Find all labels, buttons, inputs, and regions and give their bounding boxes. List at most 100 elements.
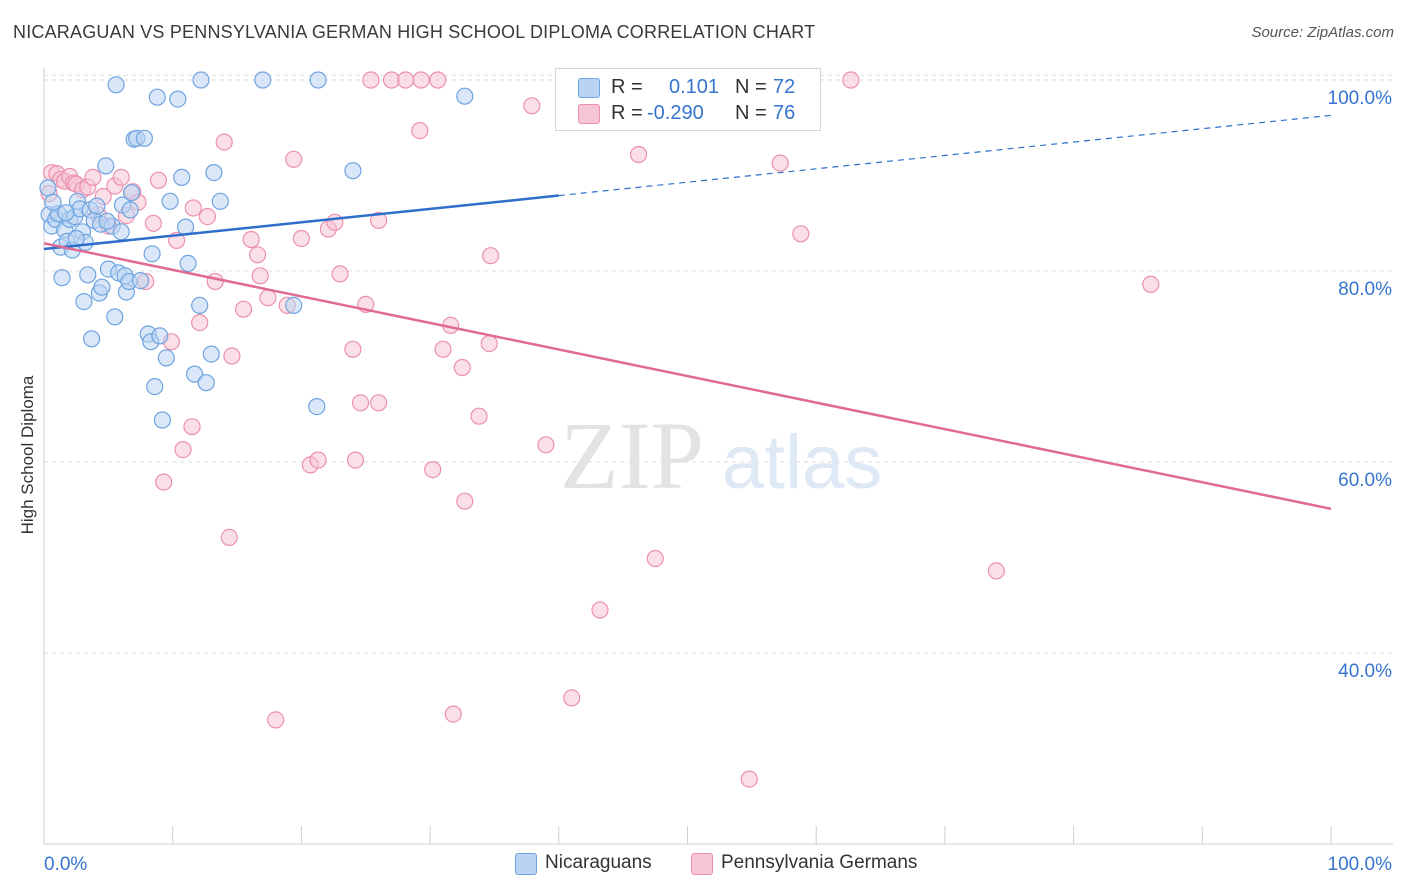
pennsylvania-germans-point xyxy=(424,461,442,479)
pennsylvania-germans-point xyxy=(346,451,365,469)
nicaraguans-point xyxy=(308,398,326,416)
pennsylvania-germans-point xyxy=(646,549,664,568)
nicaraguans-point xyxy=(146,378,164,396)
pennsylvania-germans-point xyxy=(331,265,349,283)
nicaraguans-point xyxy=(151,327,169,345)
pennsylvania-germans-point xyxy=(234,300,253,318)
pennsylvania-germans-point xyxy=(842,71,860,89)
nicaraguans-point xyxy=(44,193,62,211)
pennsylvania-germans-point xyxy=(482,247,500,265)
nicaraguans-trend-line xyxy=(43,194,559,251)
pennsylvania-germans-point xyxy=(362,71,380,89)
pennsylvania-germans-point xyxy=(470,407,488,425)
y-tick-label-80: 80.0% xyxy=(1338,279,1392,300)
pennsylvania-germans-point xyxy=(259,289,277,307)
pennsylvania-germans-point xyxy=(563,689,581,707)
pennsylvania-germans-point xyxy=(184,199,202,217)
legend-swatch-blue xyxy=(578,78,600,98)
legend-n-value: 76 xyxy=(773,102,796,124)
pennsylvania-germans-point xyxy=(444,705,462,723)
legend-n-value: 72 xyxy=(773,76,796,98)
pennsylvania-germans-point xyxy=(412,71,430,89)
pennsylvania-germans-point xyxy=(1142,275,1160,293)
nicaraguans-point xyxy=(169,90,187,108)
y-tick-label-60: 60.0% xyxy=(1338,470,1392,491)
pennsylvania-germans-point xyxy=(411,122,429,140)
nicaraguans-point xyxy=(106,308,124,326)
watermark-atlas: atlas xyxy=(722,420,883,505)
nicaraguans-point xyxy=(131,272,150,290)
nicaraguans-point xyxy=(98,212,116,230)
pennsylvania-germans-point xyxy=(174,441,192,459)
watermark: ZIP atlas xyxy=(560,402,882,509)
trend-lines xyxy=(43,114,1332,511)
nicaraguans-point xyxy=(57,204,75,222)
pennsylvania-germans-point xyxy=(740,770,758,788)
nicaraguans-point xyxy=(39,179,57,197)
pennsylvania-germans-point xyxy=(453,358,471,377)
nicaraguans-point xyxy=(191,296,209,314)
nicaraguans-point xyxy=(82,330,101,348)
nicaraguans-point xyxy=(93,278,111,296)
pennsylvania-germans-point xyxy=(480,335,498,353)
pennsylvania-germans-point xyxy=(309,451,327,469)
chart-title: NICARAGUAN VS PENNSYLVANIA GERMAN HIGH S… xyxy=(13,22,816,42)
legend-r-label: R = xyxy=(611,76,643,98)
pennsylvania-germans-point xyxy=(223,347,241,365)
series-pennsylvania-germans-points xyxy=(40,71,1160,788)
pennsylvania-germans-point xyxy=(267,711,285,729)
nicaraguans-point xyxy=(192,71,210,89)
nicaraguans-point xyxy=(157,349,175,367)
bottom-legend-label: Pennsylvania Germans xyxy=(721,852,918,873)
nicaraguans-point xyxy=(153,411,171,429)
legend-r-label: R = xyxy=(611,102,643,124)
pennsylvania-germans-trend-line xyxy=(43,242,1332,511)
pennsylvania-germans-point xyxy=(326,213,344,231)
stats-legend: R = 0.101 N = 72 R = -0.290 N = 76 xyxy=(555,68,821,131)
pennsylvania-germans-point xyxy=(434,340,452,358)
pennsylvania-germans-point xyxy=(523,97,541,115)
legend-r-value: -0.290 xyxy=(647,102,704,124)
grid-lines xyxy=(44,74,1393,654)
nicaraguans-point xyxy=(107,76,125,94)
nicaraguans-point xyxy=(211,192,229,210)
legend-n-label: N = xyxy=(735,102,767,124)
legend-n-label: N = xyxy=(735,76,767,98)
pennsylvania-germans-point xyxy=(629,145,648,164)
legend-r-value: 0.101 xyxy=(669,76,720,98)
pennsylvania-germans-point xyxy=(429,71,447,89)
nicaraguans-point xyxy=(161,192,179,210)
pennsylvania-germans-point xyxy=(191,314,209,332)
pennsylvania-germans-point xyxy=(183,418,201,436)
pennsylvania-germans-point xyxy=(220,528,238,547)
pennsylvania-germans-point xyxy=(84,168,102,186)
pennsylvania-germans-point xyxy=(987,562,1006,580)
y-axis-label: High School Diploma xyxy=(18,375,37,535)
pennsylvania-germans-point xyxy=(292,229,310,248)
pennsylvania-germans-point xyxy=(397,71,415,89)
pennsylvania-germans-point xyxy=(112,168,130,186)
axes xyxy=(43,68,1393,845)
pennsylvania-germans-point xyxy=(456,492,474,510)
nicaraguans-point xyxy=(143,245,161,263)
pennsylvania-germans-point xyxy=(792,225,810,243)
nicaraguans-point xyxy=(344,162,362,180)
pennsylvania-germans-point xyxy=(249,246,267,264)
nicaraguans-point xyxy=(79,266,97,284)
nicaraguans-point xyxy=(135,129,153,147)
pennsylvania-germans-point xyxy=(370,394,388,412)
pennsylvania-germans-point xyxy=(144,214,162,232)
nicaraguans-point xyxy=(97,157,115,175)
nicaraguans-point xyxy=(53,269,71,287)
watermark-zip: ZIP xyxy=(560,402,704,509)
pennsylvania-germans-point xyxy=(149,171,168,189)
bottom-legend-swatch-pink xyxy=(691,853,713,875)
pennsylvania-germans-point xyxy=(285,150,303,168)
pennsylvania-germans-point xyxy=(215,133,233,151)
pennsylvania-germans-point xyxy=(370,211,388,229)
nicaraguans-point xyxy=(75,293,93,311)
legend-swatch-pink xyxy=(578,104,600,124)
nicaraguans-point xyxy=(173,168,191,186)
